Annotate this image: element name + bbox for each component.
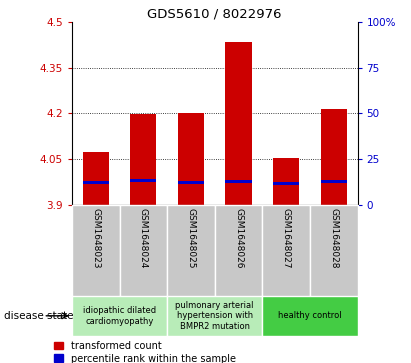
Bar [120, 205, 167, 296]
Bar [83, 181, 109, 184]
Text: disease state: disease state [4, 311, 74, 321]
Bar [130, 114, 157, 205]
Bar [83, 152, 109, 205]
Text: GSM1648027: GSM1648027 [282, 208, 291, 268]
Bar [273, 158, 299, 205]
Text: pulmonary arterial
hypertension with
BMPR2 mutation: pulmonary arterial hypertension with BMP… [175, 301, 254, 331]
Bar [72, 296, 167, 336]
Legend: transformed count, percentile rank within the sample: transformed count, percentile rank withi… [54, 340, 236, 363]
Bar [226, 180, 252, 183]
Bar [167, 296, 262, 336]
Bar [262, 205, 310, 296]
Bar [262, 296, 358, 336]
Bar [226, 42, 252, 205]
Bar [215, 205, 262, 296]
Text: idiopathic dilated
cardiomyopathy: idiopathic dilated cardiomyopathy [83, 306, 156, 326]
Bar [273, 182, 299, 185]
Text: healthy control: healthy control [278, 311, 342, 320]
Bar [167, 205, 215, 296]
Text: GSM1648025: GSM1648025 [187, 208, 196, 268]
Bar [321, 109, 347, 205]
Bar [178, 113, 204, 205]
Text: GSM1648028: GSM1648028 [329, 208, 338, 268]
Bar [321, 180, 347, 183]
Bar [72, 205, 120, 296]
Bar [310, 205, 358, 296]
Title: GDS5610 / 8022976: GDS5610 / 8022976 [148, 8, 282, 21]
Text: GSM1648024: GSM1648024 [139, 208, 148, 268]
Text: GSM1648023: GSM1648023 [91, 208, 100, 268]
Bar [178, 181, 204, 184]
Bar [130, 179, 157, 183]
Text: GSM1648026: GSM1648026 [234, 208, 243, 268]
